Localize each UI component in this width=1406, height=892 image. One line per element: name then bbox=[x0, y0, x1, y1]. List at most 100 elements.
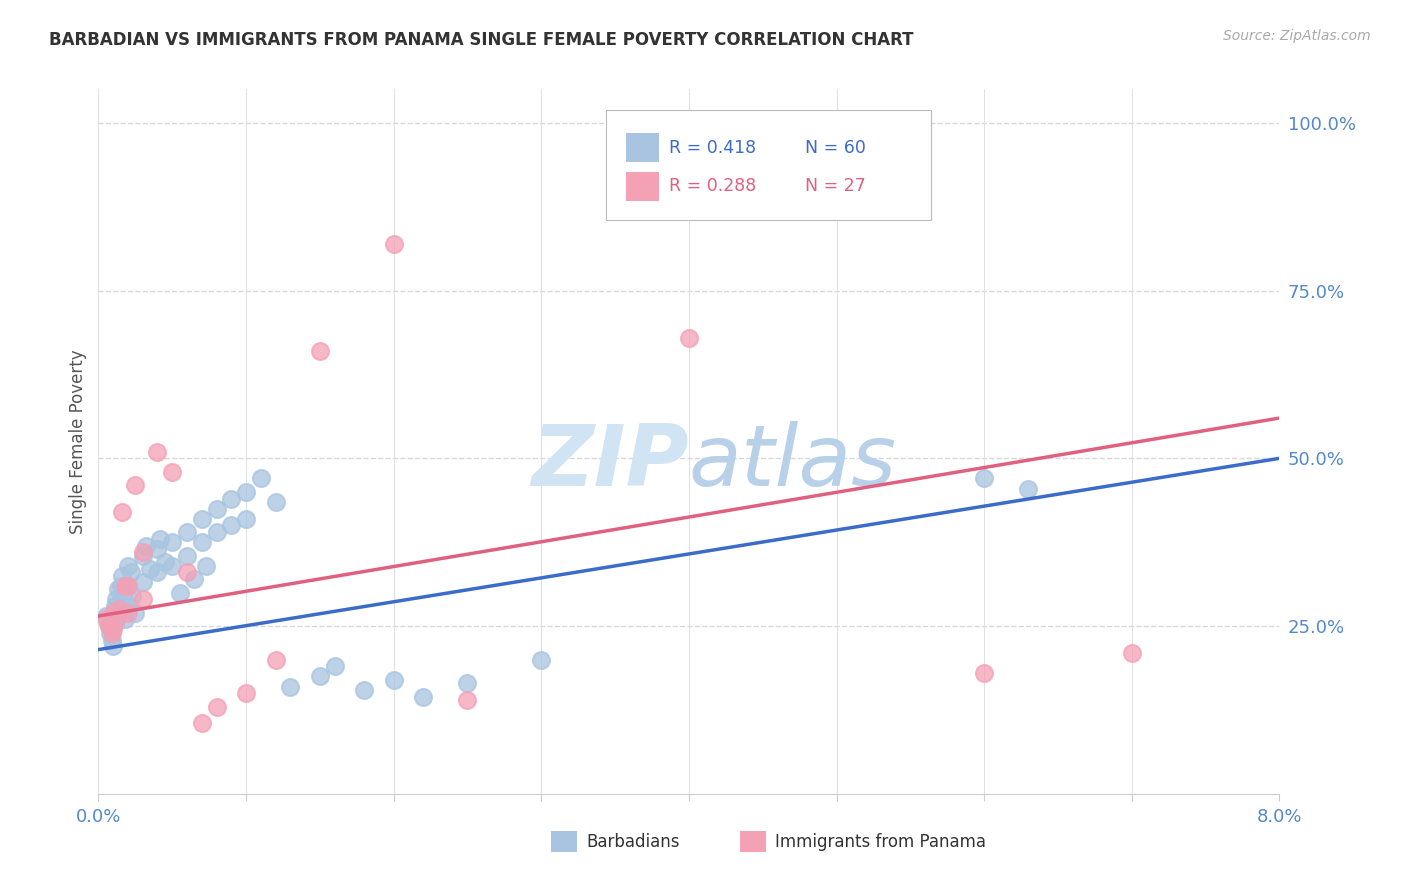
Point bbox=[219, 491, 242, 506]
Point bbox=[382, 236, 405, 251]
Point bbox=[146, 444, 169, 458]
Point bbox=[353, 682, 375, 697]
Text: N = 27: N = 27 bbox=[804, 178, 866, 195]
Point bbox=[121, 589, 143, 603]
Point bbox=[103, 623, 125, 637]
Point bbox=[108, 596, 131, 610]
Point bbox=[264, 653, 287, 667]
Point bbox=[112, 592, 135, 607]
Point bbox=[103, 606, 125, 620]
Point bbox=[162, 558, 183, 573]
Point bbox=[412, 690, 434, 704]
Point bbox=[105, 592, 128, 607]
Point bbox=[117, 579, 139, 593]
Point bbox=[678, 330, 700, 344]
Point bbox=[169, 585, 191, 599]
Bar bbox=[626, 133, 659, 162]
Point bbox=[114, 579, 136, 593]
Point bbox=[117, 579, 139, 593]
Point bbox=[132, 549, 155, 563]
Point bbox=[117, 558, 139, 573]
Text: BARBADIAN VS IMMIGRANTS FROM PANAMA SINGLE FEMALE POVERTY CORRELATION CHART: BARBADIAN VS IMMIGRANTS FROM PANAMA SING… bbox=[49, 31, 914, 49]
Point bbox=[323, 659, 346, 673]
Point bbox=[162, 465, 183, 479]
Point bbox=[176, 566, 198, 580]
Point bbox=[1121, 646, 1143, 660]
Point bbox=[124, 478, 146, 492]
Point bbox=[146, 541, 169, 556]
Point bbox=[94, 612, 117, 626]
Text: Source: ZipAtlas.com: Source: ZipAtlas.com bbox=[1223, 29, 1371, 43]
Point bbox=[973, 666, 995, 681]
Text: R = 0.418: R = 0.418 bbox=[669, 138, 756, 157]
Point bbox=[308, 669, 332, 683]
Point bbox=[120, 566, 142, 580]
Point bbox=[111, 568, 134, 582]
Point bbox=[117, 606, 139, 620]
Point bbox=[176, 525, 198, 540]
Point bbox=[105, 612, 128, 626]
Text: ZIP: ZIP bbox=[531, 421, 689, 504]
Text: Barbadians: Barbadians bbox=[586, 833, 679, 851]
Point bbox=[308, 343, 332, 358]
Point bbox=[104, 615, 127, 630]
Point bbox=[98, 625, 121, 640]
Point bbox=[100, 625, 122, 640]
Point bbox=[103, 606, 125, 620]
Point bbox=[110, 602, 132, 616]
Bar bbox=[740, 831, 766, 853]
Point bbox=[219, 518, 242, 533]
Point bbox=[124, 606, 146, 620]
Point bbox=[153, 555, 176, 569]
Point bbox=[264, 495, 287, 509]
Point bbox=[183, 572, 205, 586]
Point bbox=[139, 562, 162, 576]
Point bbox=[205, 699, 228, 714]
Point bbox=[94, 609, 117, 624]
Point bbox=[456, 693, 478, 707]
FancyBboxPatch shape bbox=[606, 111, 931, 219]
Text: R = 0.288: R = 0.288 bbox=[669, 178, 756, 195]
Point bbox=[176, 549, 198, 563]
Point bbox=[205, 525, 228, 540]
Point bbox=[108, 602, 131, 616]
Point bbox=[107, 606, 129, 620]
Point bbox=[117, 599, 139, 613]
Point bbox=[278, 680, 302, 694]
Point bbox=[382, 673, 405, 687]
Point bbox=[107, 582, 129, 597]
Point bbox=[1017, 482, 1039, 496]
Text: Immigrants from Panama: Immigrants from Panama bbox=[775, 833, 986, 851]
Point bbox=[100, 632, 122, 647]
Text: N = 60: N = 60 bbox=[804, 138, 866, 157]
Text: atlas: atlas bbox=[689, 421, 897, 504]
Bar bbox=[551, 831, 576, 853]
Point bbox=[135, 539, 157, 553]
Point bbox=[235, 484, 257, 499]
Point bbox=[973, 471, 995, 485]
Point bbox=[111, 505, 134, 519]
Point bbox=[250, 471, 273, 485]
Point bbox=[104, 599, 127, 613]
Point bbox=[132, 575, 155, 590]
Point bbox=[191, 716, 214, 731]
Point bbox=[105, 609, 128, 624]
Y-axis label: Single Female Poverty: Single Female Poverty bbox=[69, 350, 87, 533]
Point bbox=[191, 512, 214, 526]
Bar bbox=[626, 171, 659, 202]
Point bbox=[103, 639, 125, 653]
Point bbox=[162, 535, 183, 549]
Point bbox=[103, 619, 125, 633]
Point bbox=[235, 512, 257, 526]
Point bbox=[195, 558, 218, 573]
Point bbox=[149, 532, 172, 546]
Point bbox=[456, 676, 478, 690]
Point bbox=[132, 592, 155, 607]
Point bbox=[235, 686, 257, 700]
Point bbox=[110, 579, 132, 593]
Point bbox=[114, 612, 136, 626]
Point bbox=[97, 619, 120, 633]
Point bbox=[97, 619, 120, 633]
Point bbox=[530, 653, 553, 667]
Point bbox=[191, 535, 214, 549]
